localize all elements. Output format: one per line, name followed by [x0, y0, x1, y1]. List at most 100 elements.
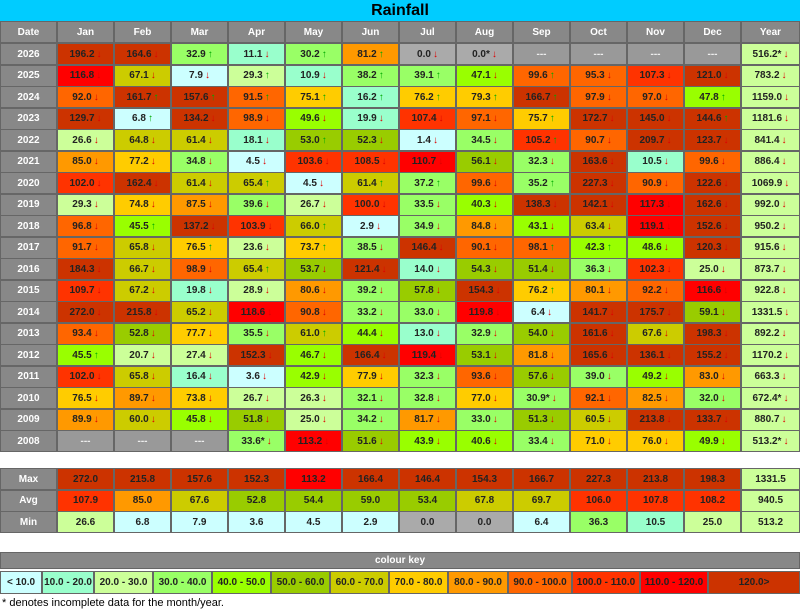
data-cell: 97.1 ↓	[456, 107, 513, 130]
data-cell: 161.6 ↓	[570, 322, 627, 345]
data-cell: 157.6 ↑	[171, 86, 228, 108]
data-cell: 45.5 ↑	[114, 215, 171, 237]
data-cell: 154.3 ↓	[456, 279, 513, 302]
data-cell: 42.3 ↑	[570, 236, 627, 259]
data-cell: 91.7 ↓	[57, 236, 114, 259]
column-header: Jul	[399, 21, 456, 43]
data-cell: 82.5 ↓	[627, 387, 684, 409]
data-cell: 7.9 ↓	[171, 64, 228, 87]
data-cell: 60.5 ↓	[570, 408, 627, 431]
data-cell: 119.1 ↓	[627, 215, 684, 237]
summary-cell: 272.0	[57, 468, 114, 490]
row-label: 2008	[0, 430, 57, 452]
data-cell: 121.0 ↓	[684, 64, 741, 87]
data-cell: 90.8 ↓	[285, 301, 342, 323]
data-cell: 20.7 ↓	[114, 344, 171, 366]
row-label: 2014	[0, 301, 57, 323]
data-cell: 51.8 ↓	[228, 408, 285, 431]
data-cell: 1181.6 ↓	[741, 107, 800, 130]
data-cell: 6.4 ↓	[513, 301, 570, 323]
data-cell: 48.6 ↓	[627, 236, 684, 259]
data-cell: 33.0 ↓	[456, 408, 513, 431]
data-cell: 63.4 ↓	[570, 215, 627, 237]
data-cell: 107.3 ↓	[627, 64, 684, 87]
data-cell: 663.3 ↓	[741, 365, 800, 388]
data-cell: 76.2 ↑	[399, 86, 456, 108]
data-cell: 43.9 ↓	[399, 430, 456, 452]
data-cell: 13.0 ↓	[399, 322, 456, 345]
summary-cell: 69.7	[513, 489, 570, 512]
data-cell: 892.2 ↓	[741, 322, 800, 345]
summary-cell: 53.4	[399, 489, 456, 512]
row-label: Avg	[0, 489, 57, 512]
data-cell: 49.2 ↓	[627, 365, 684, 388]
data-cell: 107.4 ↓	[399, 107, 456, 130]
data-cell: 119.8 ↓	[456, 301, 513, 323]
data-cell: 51.4 ↓	[513, 258, 570, 280]
data-cell: 783.2 ↓	[741, 64, 800, 87]
data-cell: 141.7 ↓	[570, 301, 627, 323]
data-cell: 99.6 ↑	[513, 64, 570, 87]
data-cell: 75.1 ↑	[285, 86, 342, 108]
data-cell: 44.4 ↓	[342, 322, 399, 345]
data-cell: 65.8 ↓	[114, 236, 171, 259]
row-label: Min	[0, 511, 57, 533]
data-cell: 76.0 ↓	[627, 430, 684, 452]
data-cell: 76.2 ↑	[513, 279, 570, 302]
data-cell: 121.4 ↓	[342, 258, 399, 280]
summary-cell: 85.0	[114, 489, 171, 512]
data-cell: 915.6 ↓	[741, 236, 800, 259]
summary-cell: 213.8	[627, 468, 684, 490]
data-cell: 116.8 ↓	[57, 64, 114, 87]
data-cell: 33.2 ↓	[342, 301, 399, 323]
data-cell: 0.0 ↓	[399, 43, 456, 65]
summary-cell: 25.0	[684, 511, 741, 533]
data-cell: 32.3 ↓	[399, 365, 456, 388]
data-cell: 32.9 ↓	[456, 322, 513, 345]
data-cell: 35.5 ↓	[228, 322, 285, 345]
data-cell: 1331.5 ↓	[741, 301, 800, 323]
row-label: 2026	[0, 43, 57, 65]
data-cell: 10.5 ↓	[627, 150, 684, 173]
data-cell: 1159.0 ↓	[741, 86, 800, 108]
data-cell: 49.9 ↓	[684, 430, 741, 452]
data-cell: 18.1 ↓	[228, 129, 285, 151]
data-cell: 1069.9 ↓	[741, 172, 800, 194]
data-cell: 886.4 ↓	[741, 150, 800, 173]
data-cell: 56.1 ↓	[456, 150, 513, 173]
summary-cell: 107.8	[627, 489, 684, 512]
data-cell: 90.9 ↓	[627, 172, 684, 194]
data-cell: 52.3 ↓	[342, 129, 399, 151]
data-cell: 99.6 ↓	[456, 172, 513, 194]
column-header: Apr	[228, 21, 285, 43]
data-cell: ---	[627, 43, 684, 65]
summary-cell: 67.8	[456, 489, 513, 512]
data-cell: 66.7 ↓	[114, 258, 171, 280]
data-cell: 39.2 ↓	[342, 279, 399, 302]
column-header: Aug	[456, 21, 513, 43]
data-cell: 39.6 ↓	[228, 193, 285, 216]
key-item: 60.0 - 70.0	[330, 571, 389, 594]
data-cell: 172.7 ↓	[570, 107, 627, 130]
summary-cell: 227.3	[570, 468, 627, 490]
row-label: 2016	[0, 258, 57, 280]
data-cell: 65.2 ↓	[171, 301, 228, 323]
data-cell: 26.6 ↓	[57, 129, 114, 151]
data-cell: 34.2 ↓	[342, 408, 399, 431]
data-cell: 213.8 ↓	[627, 408, 684, 431]
data-cell: 98.1 ↑	[513, 236, 570, 259]
row-label: 2013	[0, 322, 57, 345]
key-item: < 10.0	[0, 571, 42, 594]
data-cell: 102.0 ↓	[57, 365, 114, 388]
summary-cell: 10.5	[627, 511, 684, 533]
data-cell: 102.3 ↓	[627, 258, 684, 280]
data-cell: 33.4 ↓	[513, 430, 570, 452]
data-cell: ---	[513, 43, 570, 65]
data-cell: 83.0 ↓	[684, 365, 741, 388]
summary-cell: 3.6	[228, 511, 285, 533]
data-cell: 102.0 ↓	[57, 172, 114, 194]
data-cell: 46.7 ↓	[285, 344, 342, 366]
key-item: 110.0 - 120.0	[640, 571, 708, 594]
data-cell: 117.3 ↓	[627, 193, 684, 216]
data-cell: 108.5 ↓	[342, 150, 399, 173]
